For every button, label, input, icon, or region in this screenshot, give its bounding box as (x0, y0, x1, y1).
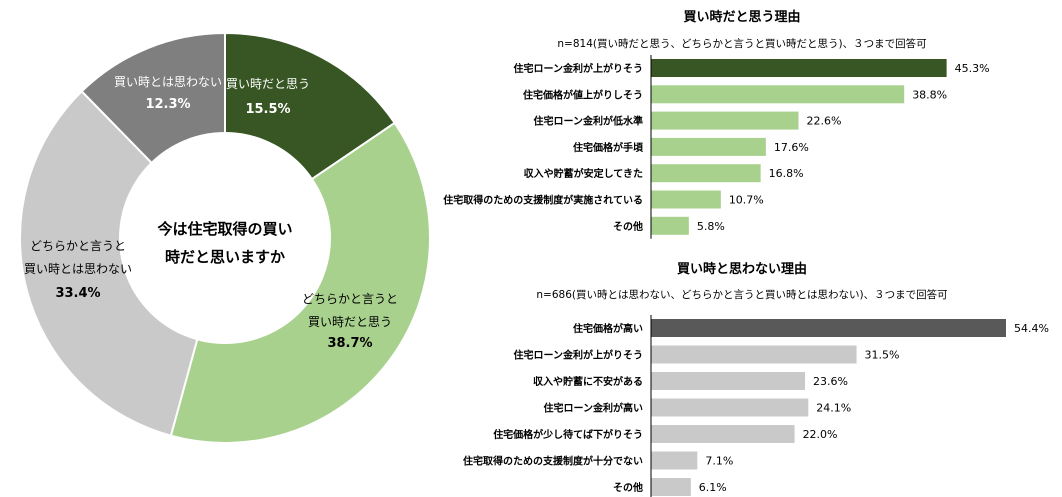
value-label: 7.1% (705, 455, 733, 468)
category-label: 住宅価格が高い (573, 322, 643, 335)
value-label: 24.1% (816, 402, 851, 415)
category-label: 住宅取得のための支援制度が実施されている (443, 194, 643, 207)
value-label: 16.8% (769, 167, 804, 180)
bar (651, 190, 721, 209)
value-label: 22.6% (806, 115, 841, 128)
donut-slice-label: どちらかと言うと (30, 239, 126, 253)
donut-slice-label: 買い時だと思う (308, 315, 392, 329)
category-label: 住宅ローン金利が上がりそう (514, 62, 644, 75)
bar (651, 137, 766, 156)
bar (651, 451, 698, 470)
category-label: 住宅ローン金利が低水準 (534, 115, 644, 128)
donut-slice-value: 38.7% (327, 336, 372, 351)
bar (651, 59, 947, 77)
chart-subtitle: n=814(買い時だと思う、どちらかと言うと買い時だと思う)、３つまで回答可 (557, 37, 926, 50)
category-label: 住宅ローン金利が高い (544, 402, 644, 415)
donut-slice-label: どちらかと言うと (302, 292, 398, 306)
bar (651, 398, 809, 417)
value-label: 22.0% (803, 428, 838, 441)
category-label: 住宅価格が手頃 (573, 141, 644, 154)
donut-slice-value: 12.3% (145, 97, 190, 112)
donut-slice-label: 買い時とは思わない (24, 262, 132, 276)
category-label: 住宅価格が少し待てば下がりそう (493, 428, 643, 441)
donut-slice-label: 買い時だと思う (226, 77, 310, 91)
category-label: 収入や貯蓄が安定してきた (524, 167, 643, 180)
bar (651, 85, 905, 104)
bar (651, 216, 689, 235)
value-label: 6.1% (699, 481, 727, 494)
value-label: 31.5% (865, 349, 900, 362)
donut-center-label: 今は住宅取得の買い (156, 220, 292, 238)
bar (651, 372, 806, 390)
chart-title: 買い時だと思う理由 (683, 9, 800, 25)
value-label: 5.8% (697, 220, 725, 233)
donut-chart: 買い時だと思う15.5%どちらかと言うと買い時だと思う38.7%どちらかと言うと… (18, 31, 431, 444)
bar (651, 478, 691, 496)
chart-subtitle: n=686(買い時とは思わない、どちらかと言うと買い時とは思わない)、３つまで回… (536, 288, 947, 301)
value-label: 45.3% (955, 62, 990, 75)
value-label: 23.6% (813, 375, 848, 388)
bar (651, 164, 761, 183)
category-label: その他 (613, 481, 643, 494)
category-label: その他 (613, 220, 643, 233)
bar (651, 345, 857, 364)
value-label: 54.4% (1014, 322, 1049, 335)
value-label: 38.8% (912, 88, 947, 101)
not-buy-reasons-bar-chart: 買い時と思わない理由 n=686(買い時とは思わない、どちらかと言うと買い時とは思… (463, 261, 1049, 497)
category-label: 住宅ローン金利が上がりそう (514, 349, 644, 362)
donut-slice-value: 33.4% (55, 286, 100, 301)
donut-center-label: 時だと思いますか (165, 248, 285, 266)
donut-slice-label: 買い時とは思わない (114, 75, 222, 89)
bar (651, 319, 1006, 337)
category-label: 住宅取得のための支援制度が十分でない (463, 455, 643, 468)
donut-hole (119, 132, 331, 344)
buy-reasons-bar-chart: 買い時だと思う理由 n=814(買い時だと思う、どちらかと言うと買い時だと思う)、… (443, 9, 990, 239)
bar (651, 111, 799, 130)
chart-title: 買い時と思わない理由 (677, 261, 807, 277)
category-label: 住宅価格が値上がりしそう (523, 88, 643, 101)
bar (651, 425, 795, 443)
category-label: 収入や貯蓄に不安がある (533, 375, 643, 388)
donut-slice-value: 15.5% (245, 102, 290, 117)
value-label: 10.7% (729, 194, 764, 207)
value-label: 17.6% (774, 141, 809, 154)
